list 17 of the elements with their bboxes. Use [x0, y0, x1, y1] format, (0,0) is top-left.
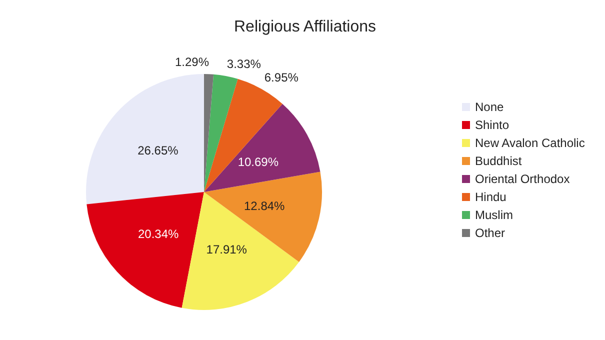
data-label: 26.65% — [138, 143, 179, 158]
legend-label: Hindu — [475, 190, 506, 204]
data-label: 20.34% — [138, 226, 180, 241]
data-label: 1.29% — [174, 55, 210, 70]
legend-label: Buddhist — [475, 154, 522, 168]
legend-label: Shinto — [475, 118, 510, 132]
data-label: 3.33% — [226, 57, 262, 72]
data-label: 6.95% — [264, 70, 299, 85]
legend-label: Other — [475, 226, 506, 240]
data-label: 10.69% — [238, 154, 279, 169]
legend-label: None — [475, 100, 504, 114]
legend-label: Oriental Orthodox — [475, 172, 570, 186]
data-label: 17.91% — [206, 242, 248, 257]
chart-title: Religious Affiliations — [234, 18, 376, 36]
legend-label: New Avalon Catholic — [475, 136, 585, 150]
data-label: 12.84% — [244, 199, 286, 214]
legend-label: Muslim — [475, 208, 513, 222]
